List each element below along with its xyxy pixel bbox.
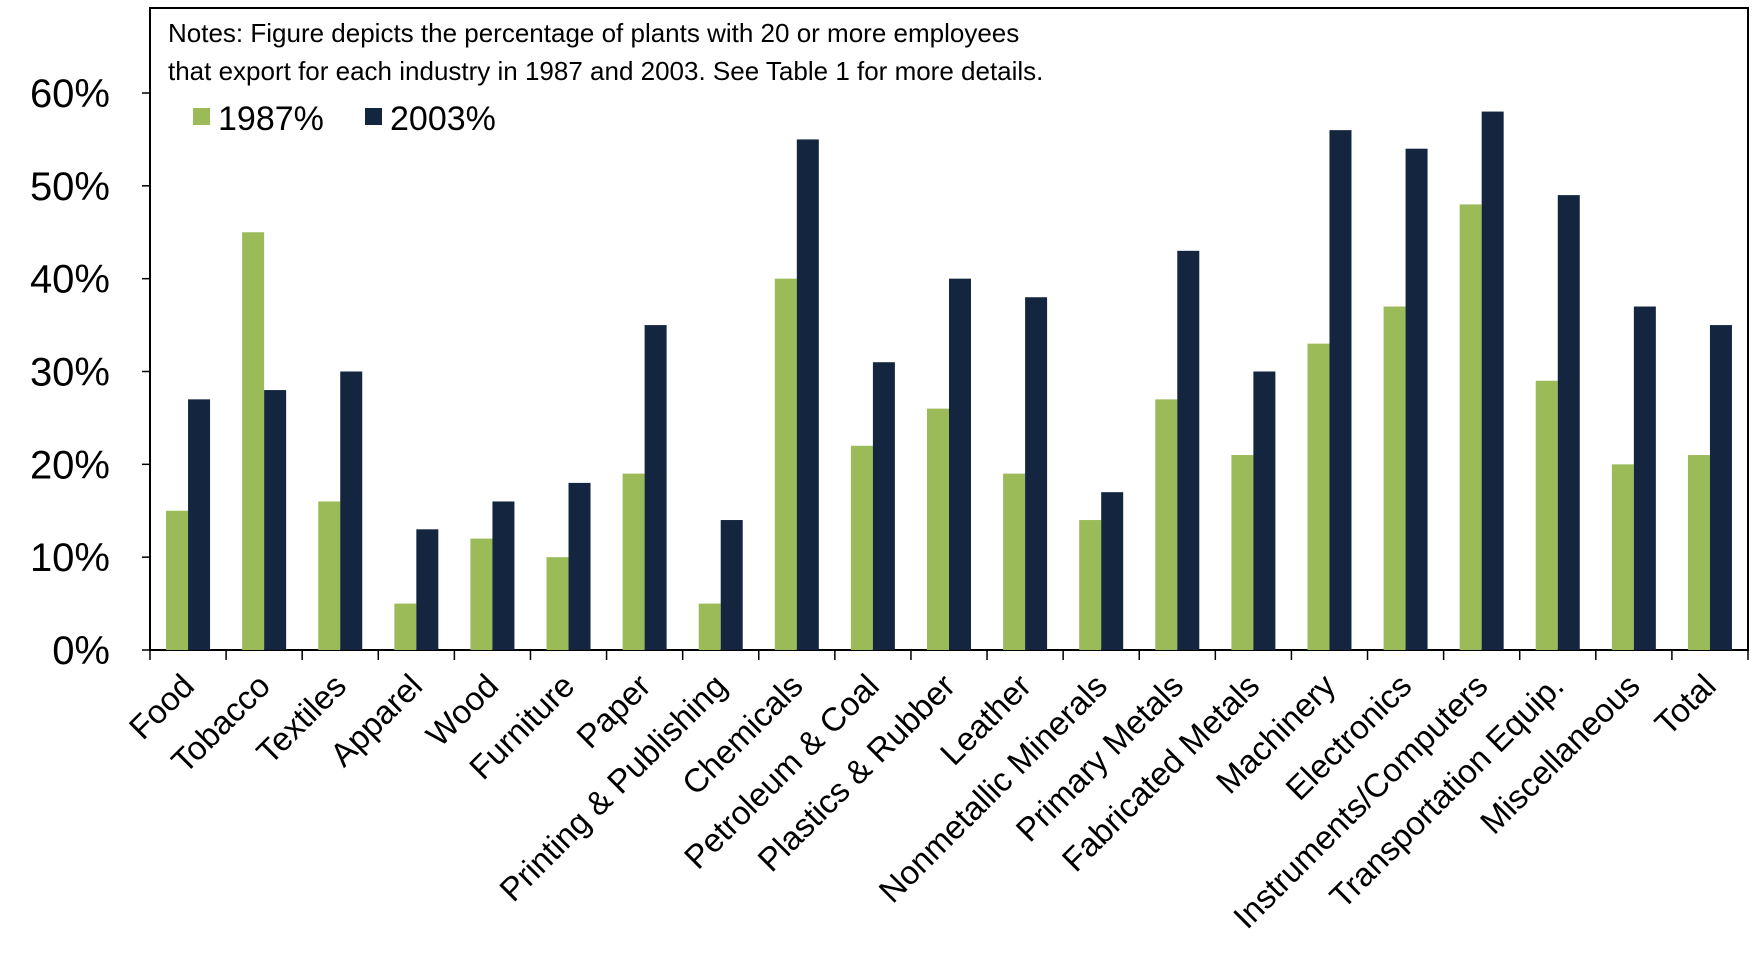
y-tick-label: 0% — [52, 629, 110, 673]
bar-1987-instruments-computers — [1459, 204, 1482, 650]
bar-2003-tobacco — [264, 390, 287, 650]
y-tick-label: 40% — [30, 258, 110, 302]
bar-2003-printing-publishing — [720, 520, 743, 650]
legend-label: 2003% — [390, 100, 496, 138]
bar-2003-paper — [644, 325, 667, 650]
bar-2003-leather — [1025, 297, 1048, 650]
legend-swatch — [365, 108, 382, 125]
bar-2003-plastics-rubber — [949, 278, 971, 650]
y-tick-label: 60% — [30, 72, 110, 116]
bar-1987-total — [1687, 455, 1710, 650]
bar-2003-wood — [492, 501, 515, 650]
bar-2003-miscellaneous — [1633, 306, 1656, 650]
bar-2003-furniture — [568, 482, 591, 650]
legend-swatch — [193, 108, 210, 125]
bar-2003-electronics — [1405, 148, 1428, 650]
y-tick-label: 30% — [30, 351, 110, 395]
bar-2003-chemicals — [796, 139, 819, 650]
notes-line-1: Notes: Figure depicts the percentage of … — [168, 18, 1019, 48]
bar-1987-textiles — [318, 501, 341, 650]
bar-1987-leather — [1003, 473, 1026, 650]
y-tick-label: 10% — [30, 536, 110, 580]
bar-2003-fabricated-metals — [1253, 371, 1276, 650]
bar-1987-electronics — [1383, 306, 1406, 650]
bar-1987-fabricated-metals — [1231, 455, 1254, 650]
bar-1987-plastics-rubber — [927, 408, 949, 650]
bar-2003-transportation-equip- — [1557, 195, 1580, 650]
bar-2003-petroleum-coal — [872, 362, 895, 650]
bar-1987-miscellaneous — [1611, 464, 1634, 650]
y-tick-label: 20% — [30, 443, 110, 487]
bar-1987-apparel — [394, 603, 417, 650]
bar-1987-chemicals — [774, 278, 797, 650]
bar-2003-textiles — [340, 371, 363, 650]
bar-2003-nonmetallic-minerals — [1101, 492, 1124, 650]
bar-1987-transportation-equip- — [1535, 380, 1558, 650]
bar-1987-food — [166, 510, 189, 650]
legend-label: 1987% — [218, 100, 324, 138]
bar-1987-printing-publishing — [698, 603, 721, 650]
bar-2003-apparel — [416, 529, 439, 650]
bar-1987-petroleum-coal — [850, 445, 873, 650]
notes-line-2: that export for each industry in 1987 an… — [168, 56, 1043, 86]
bar-2003-food — [188, 399, 211, 650]
legend: 1987% 2003% — [193, 100, 496, 138]
bar-1987-nonmetallic-minerals — [1079, 520, 1102, 650]
bar-2003-total — [1709, 325, 1732, 650]
bars — [166, 111, 1732, 651]
x-axis: FoodTobaccoTextilesApparelWoodFurnitureP… — [122, 649, 1749, 935]
bar-2003-machinery — [1329, 130, 1352, 651]
bar-1987-wood — [470, 538, 493, 650]
bar-1987-primary-metals — [1155, 399, 1178, 650]
bar-1987-paper — [622, 473, 645, 650]
bar-1987-tobacco — [242, 232, 265, 650]
bar-2003-primary-metals — [1177, 250, 1200, 651]
bar-1987-machinery — [1307, 343, 1330, 650]
bar-2003-instruments-computers — [1481, 111, 1504, 651]
y-tick-label: 50% — [30, 165, 110, 209]
y-axis: 0% 10% 20% 30% 40% 50% 60% — [30, 72, 150, 673]
x-tick-label: Total — [1647, 667, 1722, 742]
bar-1987-furniture — [546, 557, 569, 650]
